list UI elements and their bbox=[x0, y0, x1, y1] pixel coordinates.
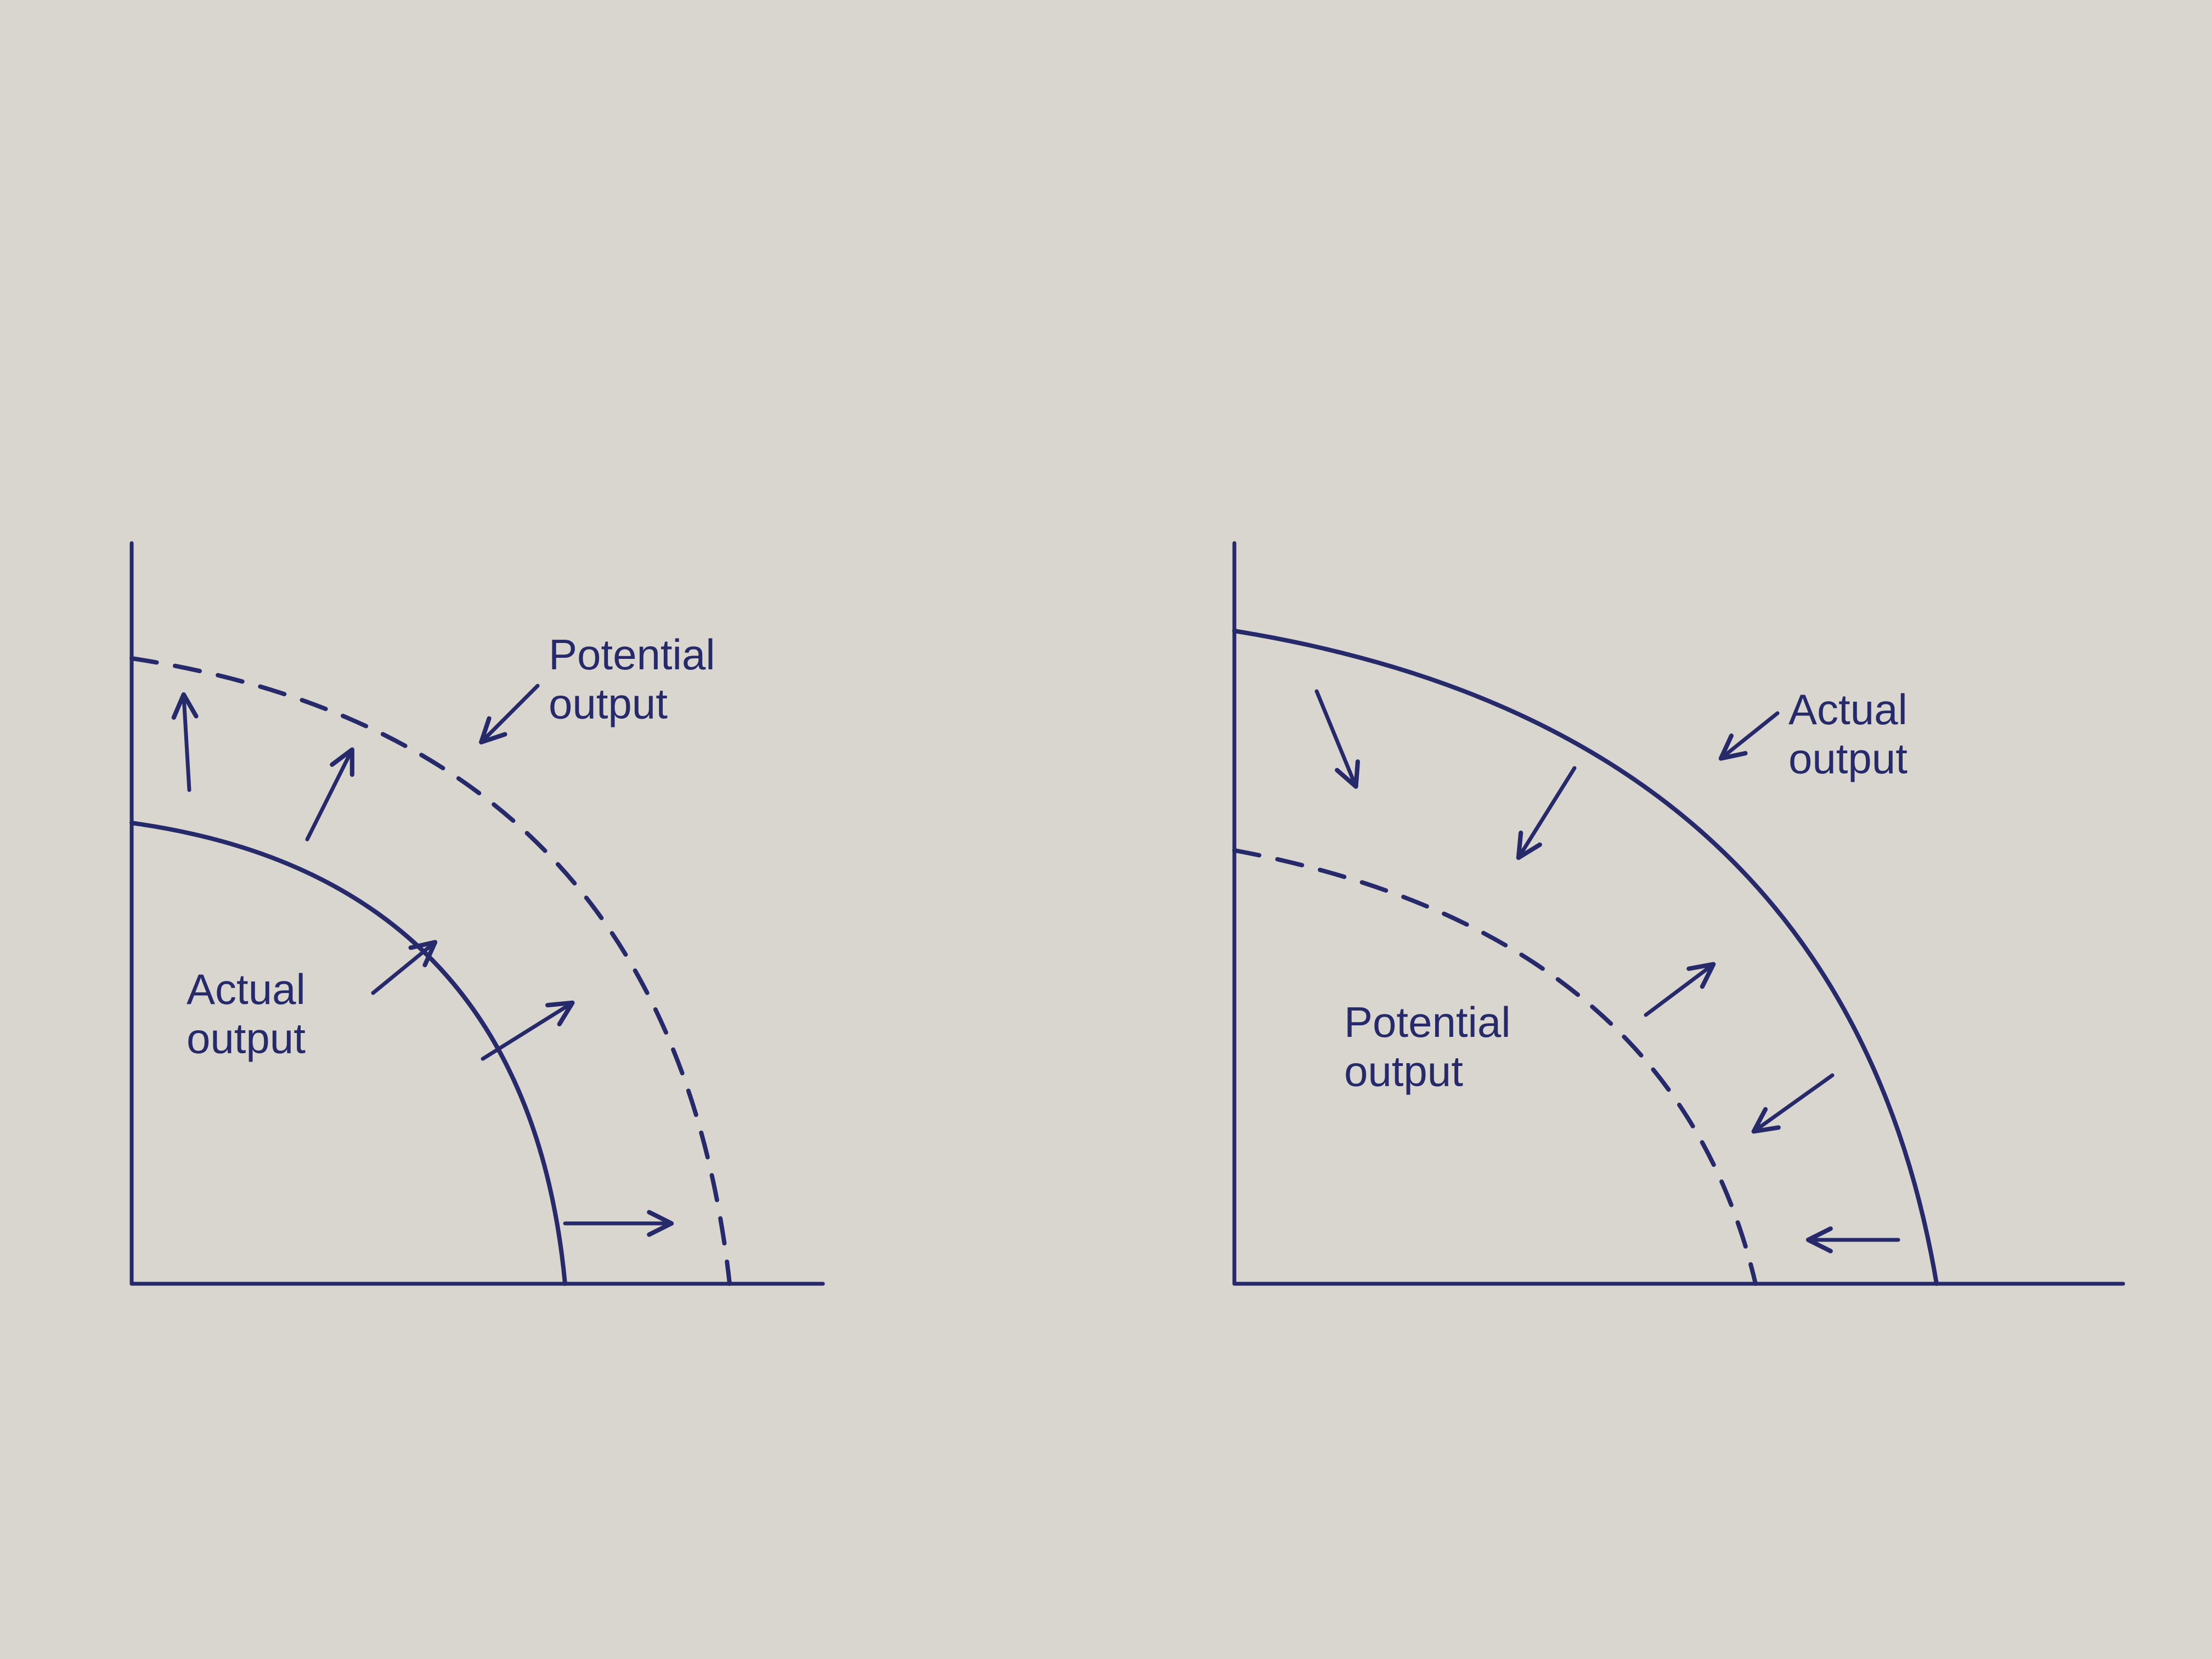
actual-label: Actualoutput bbox=[187, 965, 306, 1063]
label-pointer bbox=[1723, 713, 1778, 757]
panel-right: Actualoutput Potentialoutput bbox=[1234, 543, 2123, 1284]
potential-curve bbox=[1234, 850, 1756, 1284]
shift-arrow bbox=[373, 944, 433, 993]
panel-left: Actualoutput Potentialoutput bbox=[132, 543, 823, 1284]
shift-arrow bbox=[483, 1004, 571, 1059]
shift-arrow bbox=[1756, 1075, 1832, 1130]
actual-label: Actualoutput bbox=[1788, 685, 1908, 783]
shift-arrow bbox=[184, 697, 189, 790]
label-pointer bbox=[483, 686, 538, 741]
potential-label: Potentialoutput bbox=[549, 630, 715, 728]
shift-arrow bbox=[1317, 691, 1355, 785]
potential-label: Potentialoutput bbox=[1344, 998, 1511, 1096]
ppf-diagram: Actualoutput Potentialoutput Actualoutput P… bbox=[0, 0, 2212, 1659]
shift-arrow bbox=[1646, 966, 1712, 1015]
shift-arrow bbox=[307, 752, 351, 839]
shift-arrow bbox=[1520, 768, 1575, 856]
